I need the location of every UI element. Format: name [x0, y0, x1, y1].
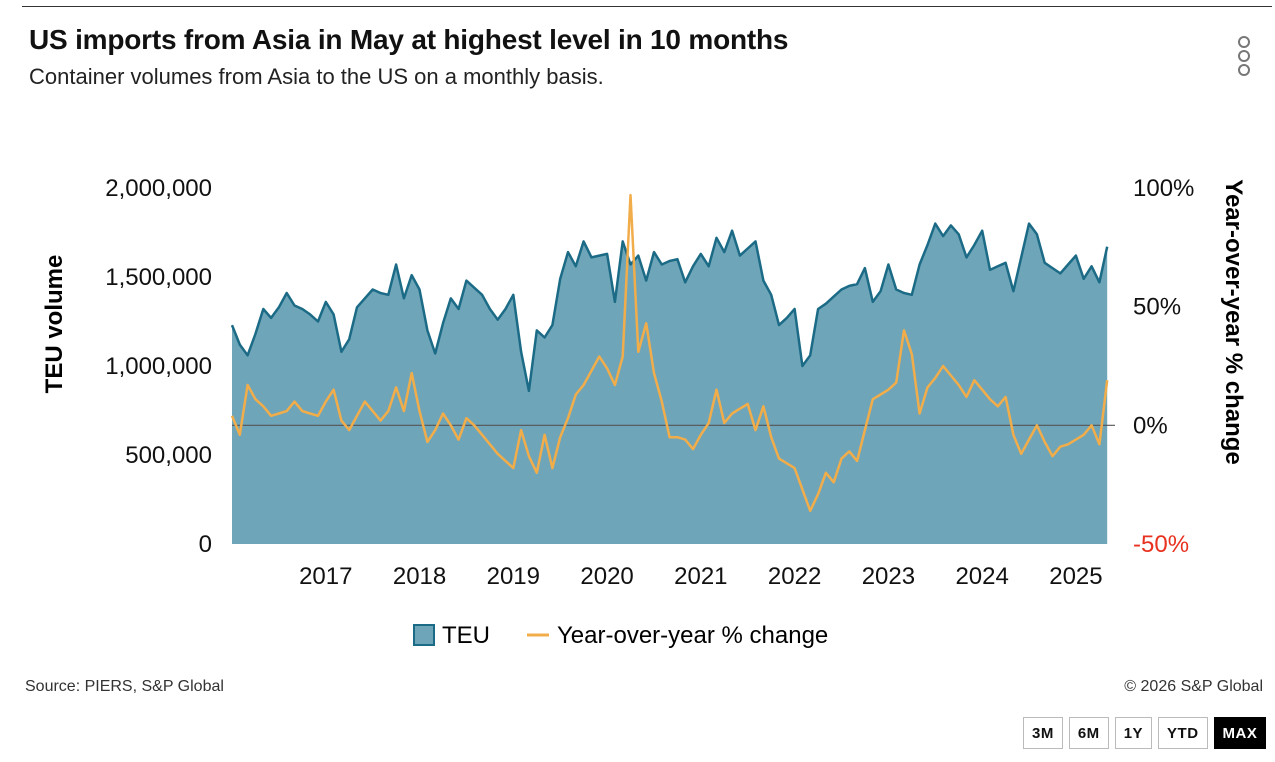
x-tick-label: 2020	[580, 563, 633, 590]
x-tick-label: 2022	[768, 563, 821, 590]
range-selector: 3M 6M 1Y YTD MAX	[1023, 717, 1267, 749]
range-ytd-button[interactable]: YTD	[1158, 717, 1208, 749]
y2-tick-label: -50%	[1133, 531, 1189, 558]
legend-teu-label: TEU	[442, 622, 490, 649]
x-tick-label: 2019	[487, 563, 540, 590]
teu-line	[230, 222, 1109, 393]
more-options-icon[interactable]	[1233, 36, 1255, 76]
y-axis-title: TEU volume	[41, 255, 68, 394]
y-tick-label: 500,000	[125, 442, 212, 469]
y2-tick-label: 100%	[1133, 175, 1194, 202]
right-axis: -50% 0% 50% 100%	[1133, 175, 1194, 558]
chart-title: US imports from Asia in May at highest l…	[29, 24, 789, 55]
x-tick-label: 2025	[1049, 563, 1102, 590]
teu-area-layer	[230, 222, 1109, 544]
chart: 0 500,000 1,000,000 1,500,000 2,000,000 -50%…	[41, 175, 1247, 649]
yoy-line	[230, 193, 1109, 513]
legend-teu-swatch	[413, 624, 435, 646]
y-tick-label: 0	[199, 531, 212, 558]
x-tick-label: 2017	[299, 563, 352, 590]
x-tick-label: 2021	[674, 563, 727, 590]
x-tick-label: 2023	[862, 563, 915, 590]
legend-yoy-label: Year-over-year % change	[557, 622, 828, 649]
copyright-note: © 2026 S&P Global	[1124, 678, 1263, 695]
y2-axis-title: Year-over-year % change	[1220, 179, 1247, 464]
left-axis: 0 500,000 1,000,000 1,500,000 2,000,000	[105, 175, 212, 558]
range-6m-button[interactable]: 6M	[1068, 717, 1109, 749]
teu-area	[232, 223, 1108, 544]
y2-tick-label: 50%	[1133, 294, 1181, 321]
x-axis: 2017 2018 2019 2020 2021 2022 2023 2024 2025	[299, 563, 1103, 590]
x-tick-label: 2018	[393, 563, 446, 590]
y-tick-label: 2,000,000	[105, 175, 212, 202]
range-3m-button[interactable]: 3M	[1023, 717, 1063, 749]
x-tick-label: 2024	[955, 563, 1008, 590]
range-1y-button[interactable]: 1Y	[1114, 717, 1153, 749]
y-tick-label: 1,000,000	[105, 353, 212, 380]
yoy-line-layer	[230, 193, 1109, 513]
source-note: Source: PIERS, S&P Global	[25, 678, 224, 695]
legend: TEU Year-over-year % change	[413, 622, 828, 649]
chart-subtitle: Container volumes from Asia to the US on…	[29, 64, 604, 89]
range-max-button[interactable]: MAX	[1213, 717, 1267, 749]
top-rule	[22, 6, 1272, 7]
y-tick-label: 1,500,000	[105, 264, 212, 291]
y2-tick-label: 0%	[1133, 412, 1168, 439]
